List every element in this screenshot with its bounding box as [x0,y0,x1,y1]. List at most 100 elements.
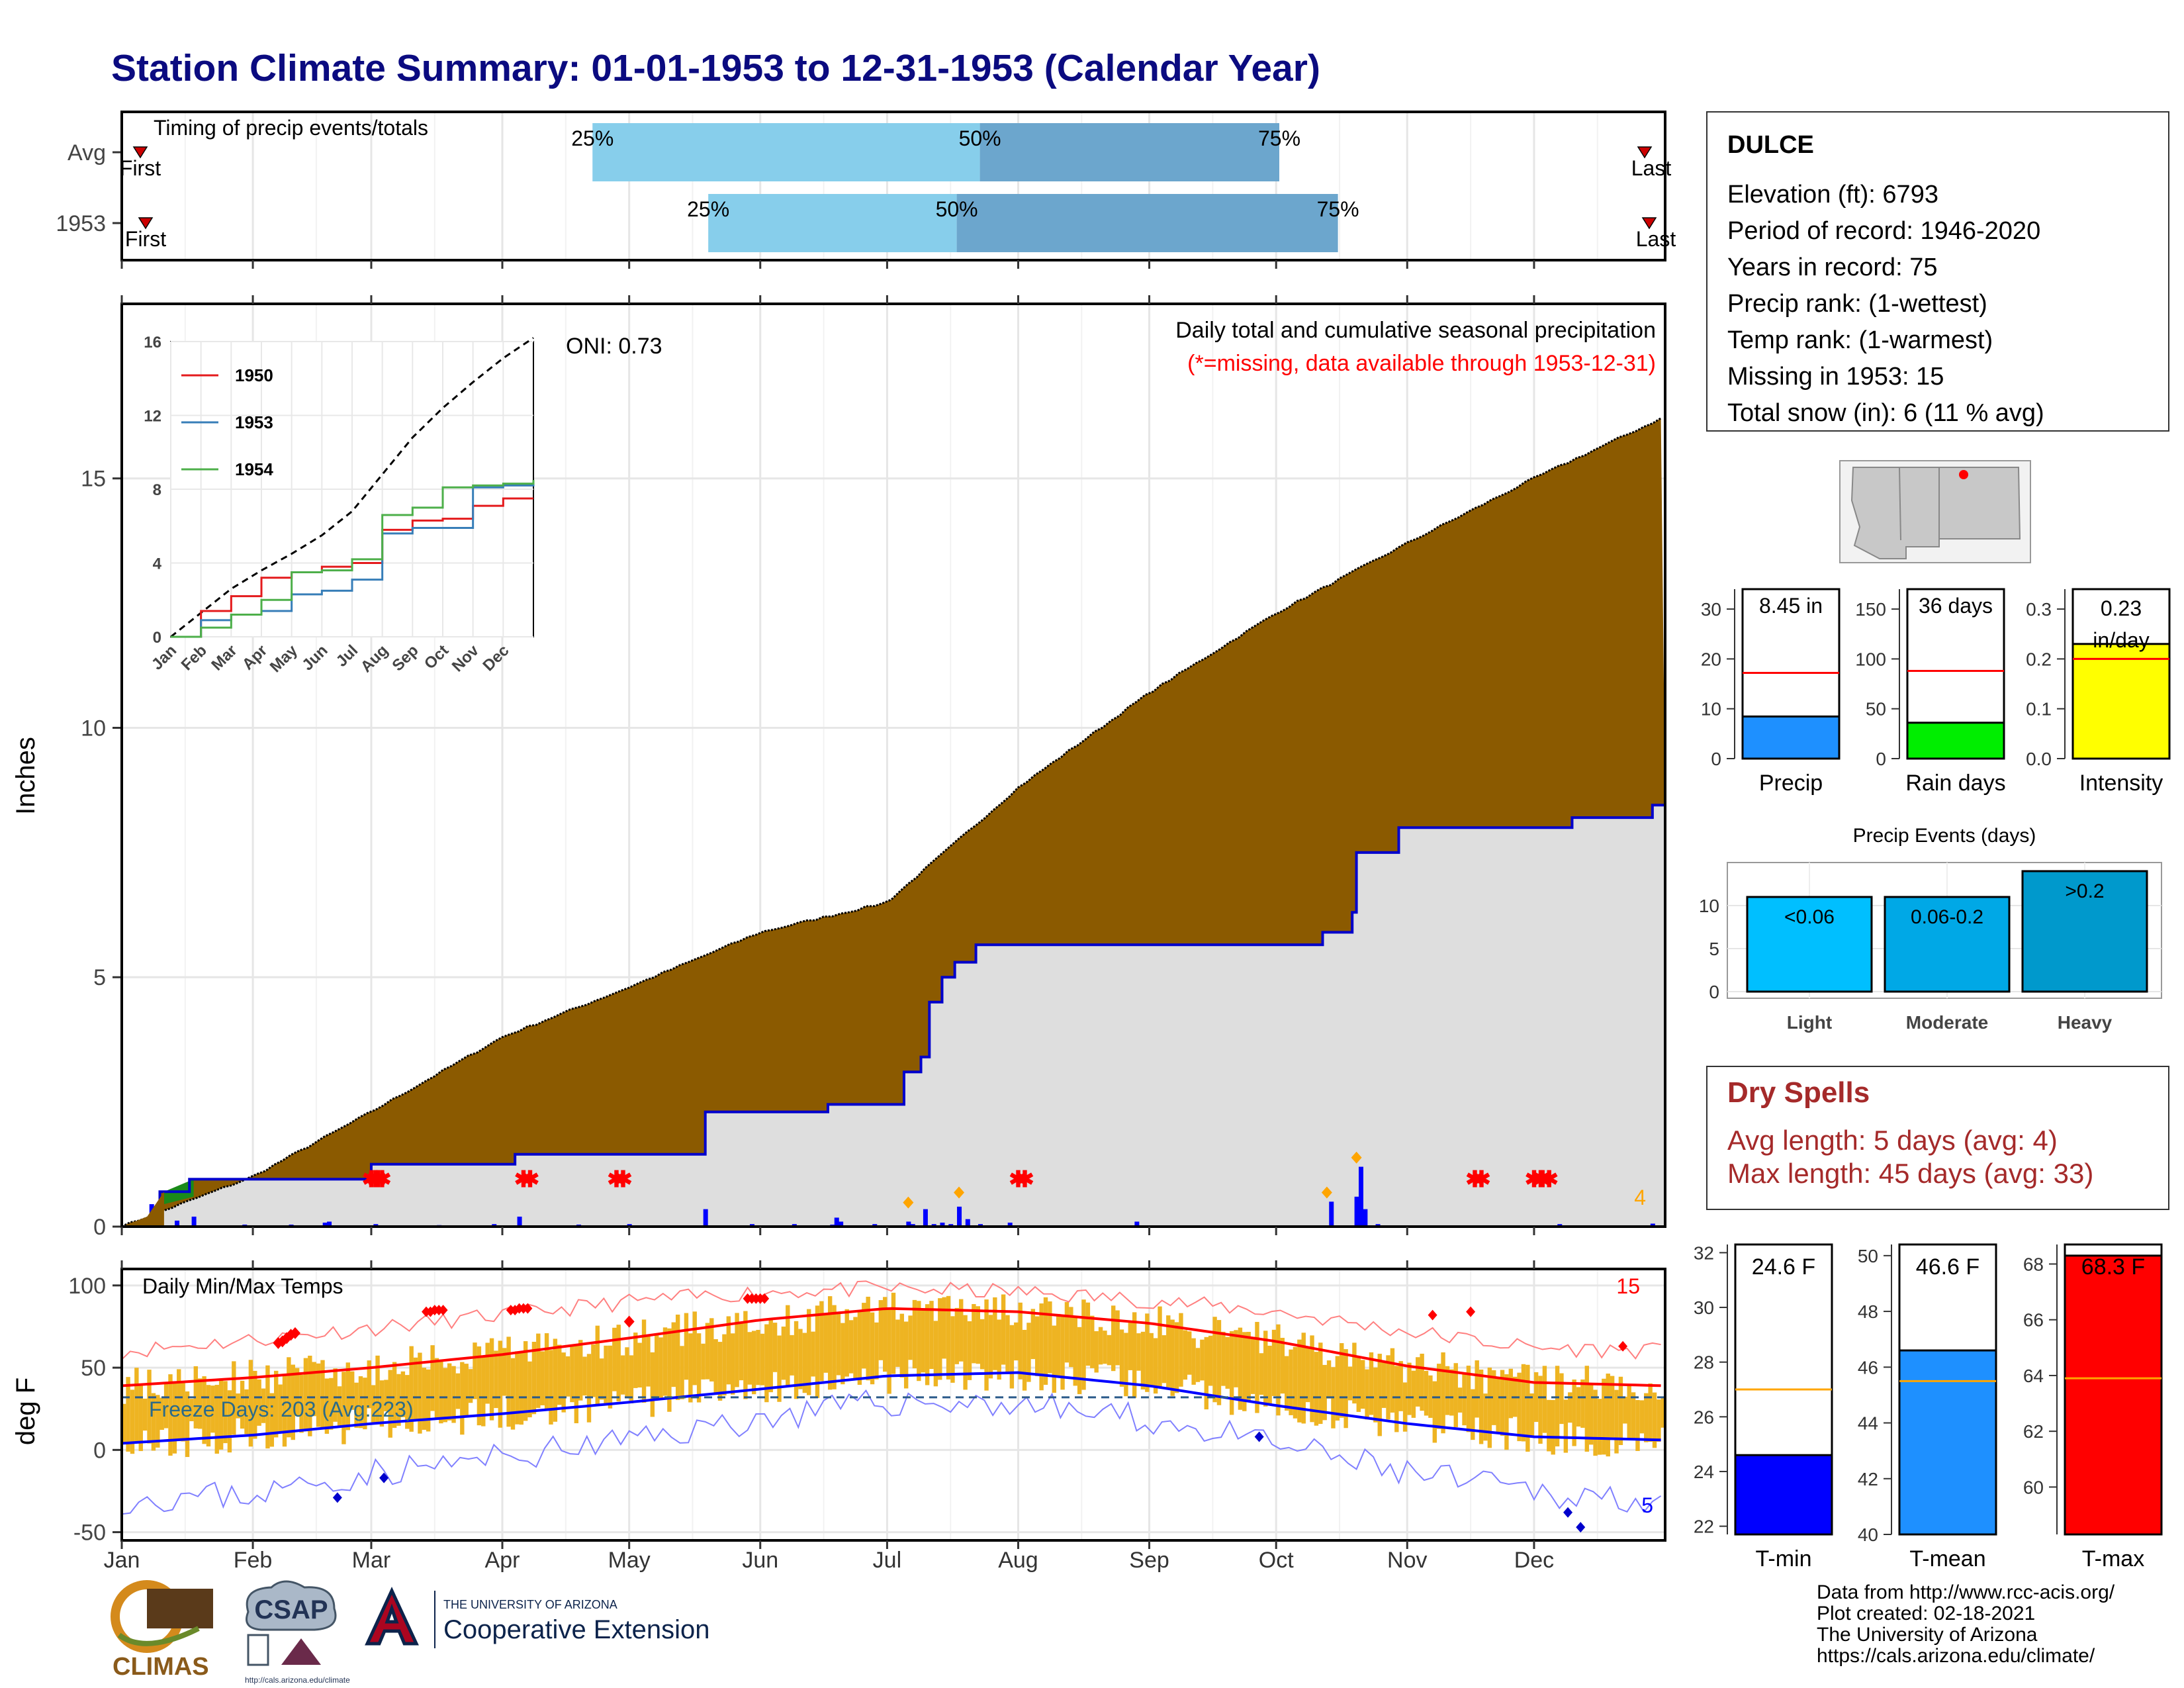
temp-1-tick-label: 40 [1858,1524,1878,1545]
precip-title: Daily total and cumulative seasonal prec… [1175,318,1656,343]
daily-temp-bar [1551,1399,1555,1455]
daily-temp-bar [1402,1382,1408,1432]
summary-0-tick-label: 10 [1701,699,1721,720]
daily-temp-bar [473,1342,477,1399]
first-marker-icon [132,146,148,159]
daily-temp-bar [570,1346,574,1403]
temp-2-tick-label: 64 [2023,1366,2044,1386]
temp-1-tick-label: 46 [1858,1357,1878,1378]
daily-temp-bar [637,1342,642,1388]
daily-temp-bar [1090,1315,1095,1368]
daily-temp-bar [612,1327,617,1391]
daily-temp-bar [443,1368,447,1423]
y-tick-label: 0 [93,1438,106,1463]
events-bar [1884,896,2011,993]
daily-temp-bar [1356,1358,1361,1412]
record-high-marker [523,1303,533,1314]
area-deficit [122,1192,164,1227]
daily-temp-bar [287,1357,291,1438]
timing-pct-label: 25% [571,126,614,150]
daily-temp-bar [827,1296,833,1390]
daily-temp-bar [1377,1354,1382,1436]
daily-temp-bar [422,1368,427,1430]
daily-temp-bar [1487,1367,1492,1448]
daily-temp-bar [1652,1392,1657,1448]
svg-text:CSAP: CSAP [254,1595,328,1624]
missing-marker: ✱ [1533,1167,1552,1192]
daily-temp-bar [1445,1366,1450,1415]
daily-temp-bar [655,1335,659,1398]
daily-temp-bar [1648,1383,1653,1442]
daily-temp-bar [227,1390,232,1453]
daily-temp-bar [1555,1366,1560,1447]
missing-marker: ✱ [366,1167,385,1192]
summary-bars: 0 10 20 30 Precip 8.45 in 0 50 100 150 Rain days 36… [1701,588,2171,796]
daily-temp-bar [794,1321,799,1399]
daily-temp-bar [1492,1370,1496,1425]
daily-temp-bar [210,1385,215,1433]
daily-temp-bar [1221,1331,1226,1386]
month-tick-label: Jun [742,1548,778,1573]
y-tick-label: 10 [81,716,106,741]
daily-temp-bar [1103,1331,1107,1364]
inset-avg-line [170,337,534,638]
record-low-marker [332,1492,342,1503]
daily-temp-bar [1373,1367,1378,1423]
daily-temp-bar [1014,1322,1019,1361]
summary-1-tick-label: 0 [1876,749,1886,769]
temp-1-value-bar [1898,1349,1997,1536]
daily-temp-bar [1225,1336,1230,1389]
summary-0-tick-label: 0 [1711,749,1721,769]
events-bar-label: >0.2 [2065,880,2104,902]
daily-temp-bar [1018,1302,1023,1380]
temp-summary-bars: 22 24 26 28 30 32 T-min 24.6 F 40 42 44 46 48 50 T-mea… [1694,1243,2163,1571]
daily-temp-bar [1614,1389,1619,1454]
daily-temp-bar [1580,1379,1585,1428]
svg-text:CLIMAS: CLIMAS [113,1653,209,1681]
daily-temp-bar [848,1320,854,1374]
daily-temp-bar [1229,1331,1234,1415]
daily-temp-bar [972,1303,976,1364]
daily-temp-bar [536,1333,541,1408]
missing-marker: ✱ [373,1167,392,1192]
temp-0-tick-label: 30 [1694,1297,1714,1318]
daily-temp-bar [434,1358,439,1419]
daily-temp-bar [1098,1327,1103,1365]
month-tick-label: Dec [1514,1548,1554,1573]
daily-temp-bar [379,1380,385,1427]
daily-temp-bar [878,1300,884,1360]
daily-temp-bar [1179,1313,1183,1387]
month-tick-label: Apr [485,1548,520,1573]
month-tick-label: Feb [234,1548,273,1573]
inset-legend-label: 1953 [235,412,273,432]
daily-temp-bar [426,1369,431,1432]
info-period: Period of record: 1946-2020 [1727,217,2041,245]
daily-temp-bar [675,1314,680,1400]
daily-temp-bar [1631,1392,1636,1440]
temp-0-tick-label: 24 [1694,1462,1714,1482]
daily-temp-bar [1597,1399,1602,1455]
daily-temp-bar [172,1381,177,1454]
daily-precip-bar [1329,1201,1334,1227]
daily-temp-bar [1504,1374,1509,1450]
daily-precip-bar [957,1206,962,1227]
daily-temp-bar [641,1319,647,1403]
daily-temp-bar [515,1351,520,1425]
daily-temp-bar [1635,1400,1640,1451]
daily-temp-bar [1416,1357,1420,1407]
daily-temp-bar [659,1337,663,1398]
daily-temp-bar [1191,1338,1196,1385]
daily-temp-bar [1369,1352,1374,1415]
daily-temp-bar [1009,1325,1015,1389]
temp-0-tick-label: 26 [1694,1407,1714,1427]
area-1953 [122,805,1665,1227]
daily-temp-bar [1145,1313,1150,1392]
record-max-line [121,1280,1661,1360]
info-elevation: Elevation (ft): 6793 [1727,181,1938,209]
events-bar [1746,896,1873,993]
daily-temp-bar [540,1351,545,1405]
station-name: DULCE [1727,131,1814,159]
daily-temp-bar [1187,1331,1192,1375]
